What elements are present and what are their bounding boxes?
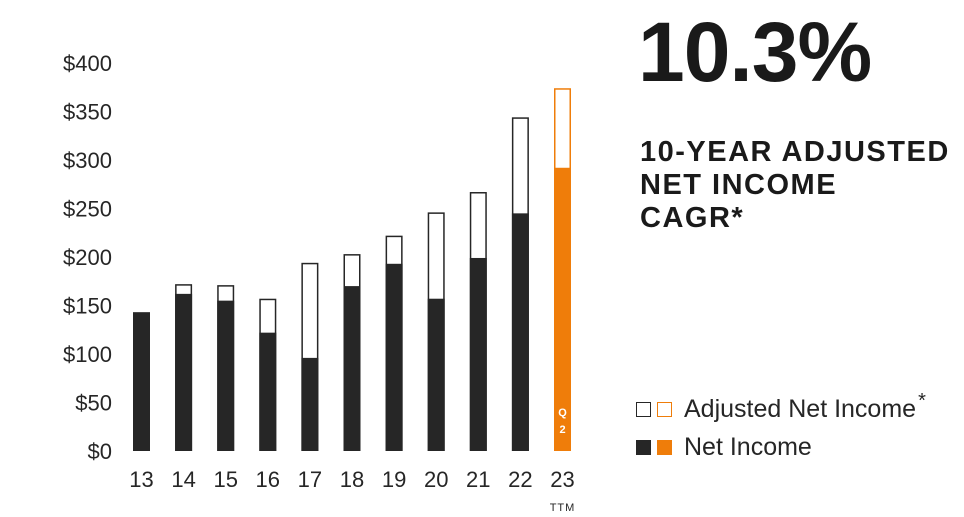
x-tick-label: 19 — [382, 467, 406, 492]
bar-chart: $0 $50 $100 $150 $200 $250 $300 $350 $400 13 14 15 1… — [63, 51, 576, 514]
legend-swatch-adjusted-orange — [657, 401, 672, 417]
bar-net-income — [343, 286, 361, 451]
x-tick-label: 13 — [129, 467, 153, 492]
x-tick-label: 14 — [171, 467, 195, 492]
bar-net-income — [175, 293, 193, 451]
bar-net-income — [385, 263, 403, 451]
legend-asterisk: * — [918, 389, 926, 412]
x-tick-label: 21 — [466, 467, 490, 492]
bar-net-income — [217, 300, 235, 451]
y-tick-label: $350 — [63, 100, 112, 125]
legend-label-net: Net Income — [684, 432, 812, 461]
legend-item-adjusted-net-income: Adjusted Net Income * — [636, 390, 926, 428]
bar-net-income — [554, 167, 571, 451]
x-tick-label: 15 — [213, 467, 237, 492]
y-tick-label: $300 — [63, 148, 112, 173]
x-tick-label: 17 — [298, 467, 322, 492]
x-tick-label: 23 — [550, 467, 574, 492]
legend-item-net-income: Net Income — [636, 428, 926, 466]
bar-net-income — [133, 312, 150, 451]
highlight-bar-label: Q — [558, 407, 567, 419]
x-tick-label: 20 — [424, 467, 448, 492]
y-tick-label: $250 — [63, 197, 112, 222]
legend-label-adjusted-text: Adjusted Net Income — [684, 394, 917, 423]
bar-net-income — [469, 257, 487, 451]
legend-swatch-net-dark — [636, 439, 651, 455]
y-tick-label: $100 — [63, 342, 112, 367]
x-tick-label: 22 — [508, 467, 532, 492]
y-tick-label: $50 — [75, 391, 112, 416]
cagr-headline: 10.3% — [638, 5, 872, 99]
bar-net-income — [511, 213, 529, 451]
bar-net-income — [301, 357, 319, 451]
highlight-bar-label: 2 — [559, 424, 565, 436]
bar-net-income — [259, 332, 277, 451]
x-tick-label: 18 — [340, 467, 364, 492]
y-tick-label: $150 — [63, 294, 112, 319]
x-tick-label: 16 — [256, 467, 280, 492]
y-tick-label: $400 — [63, 51, 112, 76]
legend-swatch-adjusted-dark — [636, 401, 651, 417]
y-tick-label: $200 — [63, 245, 112, 270]
legend-label-adjusted: Adjusted Net Income * — [684, 390, 926, 424]
legend: Adjusted Net Income * Net Income — [636, 390, 926, 466]
x-tick-sublabel: TTM — [550, 502, 576, 514]
legend-swatch-net-orange — [657, 439, 672, 455]
y-tick-label: $0 — [88, 439, 112, 464]
bar-net-income — [427, 298, 445, 451]
cagr-subhead: 10-YEAR ADJUSTED NET INCOME CAGR* — [640, 136, 950, 234]
